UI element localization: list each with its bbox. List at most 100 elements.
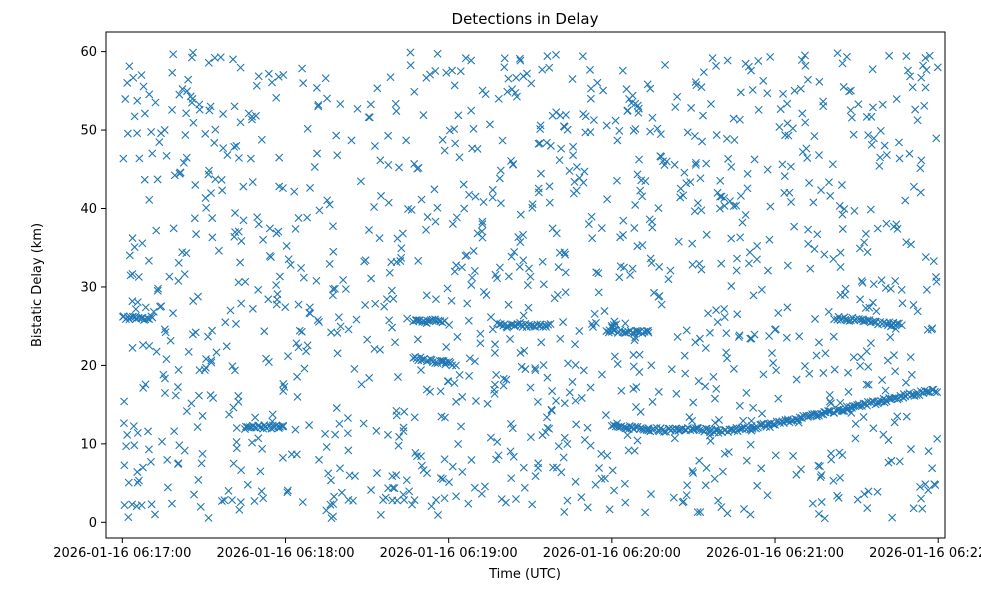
scatter-point — [371, 299, 380, 308]
scatter-point — [236, 258, 245, 267]
scatter-point — [771, 451, 780, 460]
scatter-point — [560, 122, 569, 131]
scatter-point — [373, 84, 382, 93]
scatter-point — [828, 160, 837, 169]
scatter-point — [778, 160, 787, 169]
scatter-point — [621, 328, 630, 337]
scatter-point — [257, 487, 266, 496]
scatter-point — [471, 192, 480, 201]
scatter-point — [868, 103, 877, 112]
scatter-point — [735, 331, 744, 340]
scatter-point — [795, 332, 804, 341]
scatter-point — [906, 353, 915, 362]
scatter-point — [395, 163, 404, 172]
scatter-point — [723, 56, 732, 65]
scatter-point — [757, 285, 766, 294]
scatter-point — [611, 116, 620, 125]
scatter-point — [580, 435, 589, 444]
scatter-point — [916, 482, 925, 491]
scatter-point — [499, 374, 508, 383]
scatter-point — [738, 218, 747, 227]
scatter-point — [458, 467, 467, 476]
scatter-point — [745, 248, 754, 257]
scatter-point — [145, 195, 154, 204]
scatter-point — [701, 344, 710, 353]
scatter-point — [236, 118, 245, 127]
scatter-point — [763, 491, 772, 500]
scatter-point — [588, 234, 597, 243]
scatter-point — [224, 486, 233, 495]
scatter-point — [809, 198, 818, 207]
scatter-point — [452, 213, 461, 222]
scatter-point — [153, 175, 162, 184]
scatter-point — [861, 229, 870, 238]
scatter-point — [283, 488, 292, 497]
scatter-point — [208, 326, 217, 335]
scatter-point — [695, 259, 704, 268]
scatter-point — [712, 131, 721, 140]
scatter-point — [173, 383, 182, 392]
y-tick-label: 60 — [80, 45, 97, 60]
scatter-point — [410, 413, 419, 422]
scatter-point — [333, 328, 342, 337]
scatter-point — [608, 466, 617, 475]
scatter-point — [211, 175, 220, 184]
scatter-point — [833, 49, 842, 58]
scatter-point — [336, 322, 345, 331]
scatter-point — [133, 428, 142, 437]
scatter-point — [383, 430, 392, 439]
scatter-point — [572, 420, 581, 429]
scatter-point — [156, 302, 165, 311]
scatter-point — [152, 347, 161, 356]
scatter-point — [343, 429, 352, 438]
scatter-point — [774, 309, 783, 317]
scatter-point — [326, 500, 335, 509]
scatter-point — [520, 346, 529, 355]
scatter-point — [815, 77, 824, 86]
scatter-point — [275, 153, 284, 162]
scatter-point — [153, 286, 162, 295]
scatter-point — [841, 284, 850, 293]
scatter-point — [444, 377, 453, 386]
scatter-point — [625, 95, 634, 104]
scatter-point — [864, 380, 873, 389]
scatter-point — [189, 297, 198, 306]
scatter-point — [597, 449, 606, 458]
scatter-point — [769, 358, 778, 367]
scatter-point — [869, 424, 878, 433]
scatter-point — [419, 111, 428, 120]
scatter-point — [916, 188, 925, 197]
scatter-point — [691, 424, 700, 433]
scatter-point — [697, 265, 706, 274]
scatter-point — [380, 302, 389, 311]
scatter-point — [222, 342, 231, 351]
scatter-point — [917, 73, 926, 82]
scatter-point — [830, 365, 839, 374]
scatter-point — [356, 177, 365, 186]
scatter-point — [431, 295, 440, 304]
scatter-point — [347, 136, 356, 145]
scatter-point — [829, 476, 838, 485]
scatter-point — [586, 128, 595, 137]
scatter-point — [327, 328, 336, 337]
scatter-point — [921, 83, 930, 92]
scatter-point — [693, 199, 702, 208]
scatter-point — [617, 386, 626, 395]
scatter-point — [894, 319, 903, 328]
scatter-point — [922, 66, 931, 74]
scatter-point — [917, 156, 926, 165]
scatter-point — [542, 138, 551, 147]
scatter-point — [137, 71, 146, 80]
scatter-point — [880, 141, 889, 150]
scatter-point — [560, 433, 569, 442]
scatter-point — [430, 185, 439, 194]
scatter-point — [775, 123, 784, 131]
scatter-point — [698, 111, 707, 120]
scatter-point — [391, 99, 400, 108]
scatter-point — [654, 204, 663, 213]
scatter-point — [297, 264, 306, 273]
scatter-point — [163, 483, 172, 492]
scatter-point — [160, 325, 169, 334]
scatter-point — [835, 201, 844, 210]
scatter-point — [620, 263, 629, 272]
